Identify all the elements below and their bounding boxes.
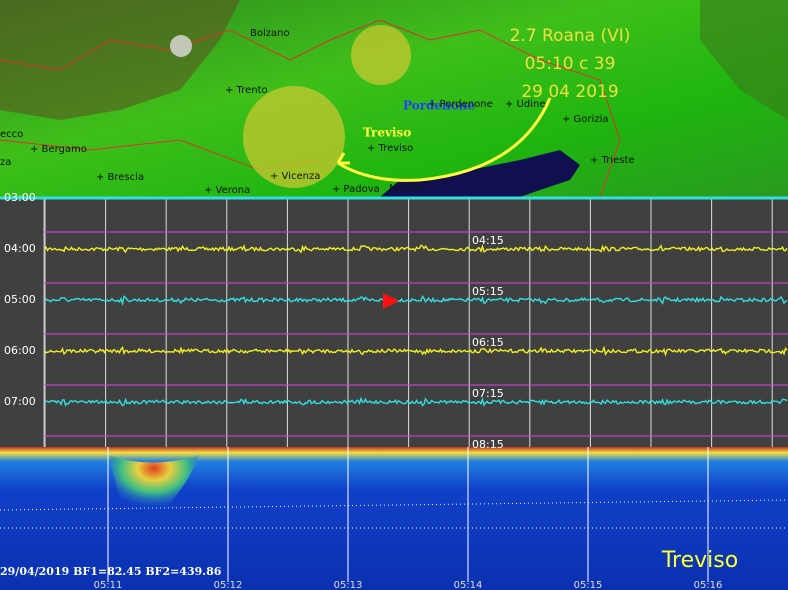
place-label: za <box>0 157 11 168</box>
spec-station: Treviso <box>661 548 738 573</box>
hour-label: 06:00 <box>4 344 36 357</box>
time-label: 05:16 <box>694 580 723 590</box>
trace-time: 04:15 <box>472 234 504 247</box>
place-label: + Padova <box>332 184 380 195</box>
place-label: + Trento <box>225 85 268 96</box>
time-label: 05:14 <box>454 580 483 590</box>
trace-time: 08:15 <box>472 438 504 451</box>
hour-label: 03:00 <box>4 191 36 204</box>
hour-label: 04:00 <box>4 242 36 255</box>
place-label: ecco <box>0 129 23 140</box>
place-label: + Bergamo <box>30 144 87 155</box>
place-label: Mestre <box>389 183 423 194</box>
hour-label: 05:00 <box>4 293 36 306</box>
event-info: 05:10 c 39 <box>525 54 616 74</box>
place-label: + Brescia <box>96 172 144 183</box>
place-label: + Verona <box>204 185 250 196</box>
time-label: 05:12 <box>214 580 243 590</box>
place-label: Bolzano <box>250 28 290 39</box>
place-label: + Trieste <box>590 155 635 166</box>
seismogram-panel <box>0 197 788 447</box>
trace-time: 05:15 <box>472 285 504 298</box>
trace-time: 06:15 <box>472 336 504 349</box>
map <box>0 0 788 197</box>
event-info: 29 04 2019 <box>521 82 618 102</box>
place-label: + Treviso <box>367 143 413 154</box>
place-label: + Vicenza <box>270 171 320 182</box>
hour-label: 07:00 <box>4 395 36 408</box>
event-info: 2.7 Roana (VI) <box>510 26 631 46</box>
spec-info: 29/04/2019 BF1=82.45 BF2=439.86 <box>0 565 222 578</box>
place-label: + Pordenone <box>428 99 493 110</box>
time-label: 05:13 <box>334 580 363 590</box>
time-label: 05:11 <box>94 580 123 590</box>
time-label: 05:15 <box>574 580 603 590</box>
trace-time: 07:15 <box>472 387 504 400</box>
place-label: + Gorizia <box>562 114 608 125</box>
station-label: Treviso <box>363 126 411 140</box>
